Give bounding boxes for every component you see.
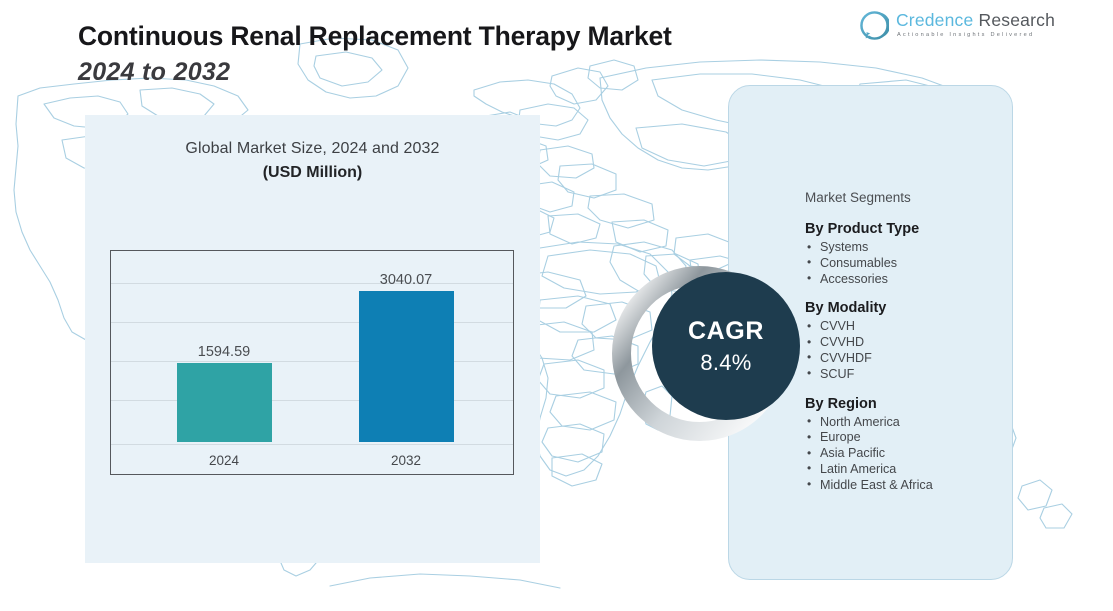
- chart-title: Global Market Size, 2024 and 2032: [185, 140, 440, 157]
- cagr-badge: CAGR 8.4%: [612, 266, 802, 441]
- credence-research-logo[interactable]: Credence Research Actionable Insights De…: [860, 11, 1055, 40]
- bar-chart-plot-area: 1594.59 3040.07 2024 2032: [110, 250, 514, 475]
- page-subtitle: 2024 to 2032: [78, 57, 231, 86]
- gridline: [111, 444, 513, 445]
- bar-value-2024: 1594.59: [197, 344, 251, 360]
- logo-name-primary: Credence: [895, 10, 974, 31]
- cagr-circle: CAGR 8.4%: [652, 272, 800, 420]
- list-item: CVVHD: [805, 335, 1020, 351]
- list-item: North America: [805, 414, 1020, 431]
- logo-tagline: Actionable Insights Delivered: [896, 31, 1035, 38]
- bar-category-label-2024: 2024: [208, 453, 240, 468]
- segment-list: Systems Consumables Accessories: [805, 240, 1020, 287]
- logo-name-secondary: Research: [973, 10, 1055, 31]
- plot-inner: 1594.59 3040.07 2024 2032: [111, 251, 513, 474]
- market-segments-heading: Market Segments: [805, 190, 911, 205]
- list-item: Consumables: [805, 255, 1020, 272]
- segment-group-title: By Modality: [805, 300, 887, 317]
- page-title: Continuous Renal Replacement Therapy Mar…: [78, 21, 672, 51]
- logo-text-block: Credence Research Actionable Insights De…: [896, 12, 1055, 38]
- list-item: Asia Pacific: [805, 446, 1020, 462]
- market-segments-block: Market Segments By Product Type Systems …: [805, 190, 1020, 494]
- bar-2032[interactable]: [359, 291, 454, 442]
- list-item: Middle East & Africa: [805, 477, 1020, 494]
- segment-group-product-type: By Product Type Systems Consumables Acce…: [805, 221, 1020, 287]
- cagr-label: CAGR: [687, 316, 764, 345]
- segment-group-modality: By Modality CVVH CVVHD CVVHDF SCUF: [805, 300, 1020, 382]
- segment-list: North America Europe Asia Pacific Latin …: [805, 414, 1020, 494]
- list-item: Accessories: [805, 271, 1020, 288]
- list-item: Europe: [805, 430, 1020, 446]
- segment-group-title: By Product Type: [805, 221, 920, 237]
- chart-units-label: (USD Million): [262, 164, 363, 181]
- list-item: Latin America: [805, 461, 1020, 478]
- chart-heading-block: Global Market Size, 2024 and 2032 (USD M…: [85, 140, 540, 182]
- logo-wordmark: Credence Research: [896, 12, 1055, 30]
- credence-bar-chart-circle-icon: [860, 11, 889, 40]
- gridline: [111, 322, 513, 323]
- list-item: Systems: [805, 240, 1020, 256]
- bar-2024[interactable]: [177, 363, 272, 442]
- list-item: SCUF: [805, 366, 1020, 383]
- bar-category-label-2032: 2032: [390, 453, 422, 468]
- segment-group-region: By Region North America Europe Asia Paci…: [805, 396, 1020, 494]
- list-item: CVVHDF: [805, 350, 1020, 367]
- segment-group-title: By Region: [805, 395, 877, 412]
- list-item: CVVH: [805, 319, 1020, 335]
- page-title-block: Continuous Renal Replacement Therapy Mar…: [78, 21, 672, 87]
- gridline: [111, 283, 513, 284]
- cagr-value: 8.4%: [700, 349, 752, 375]
- segment-list: CVVH CVVHD CVVHDF SCUF: [805, 319, 1020, 382]
- bar-value-2032: 3040.07: [379, 272, 433, 288]
